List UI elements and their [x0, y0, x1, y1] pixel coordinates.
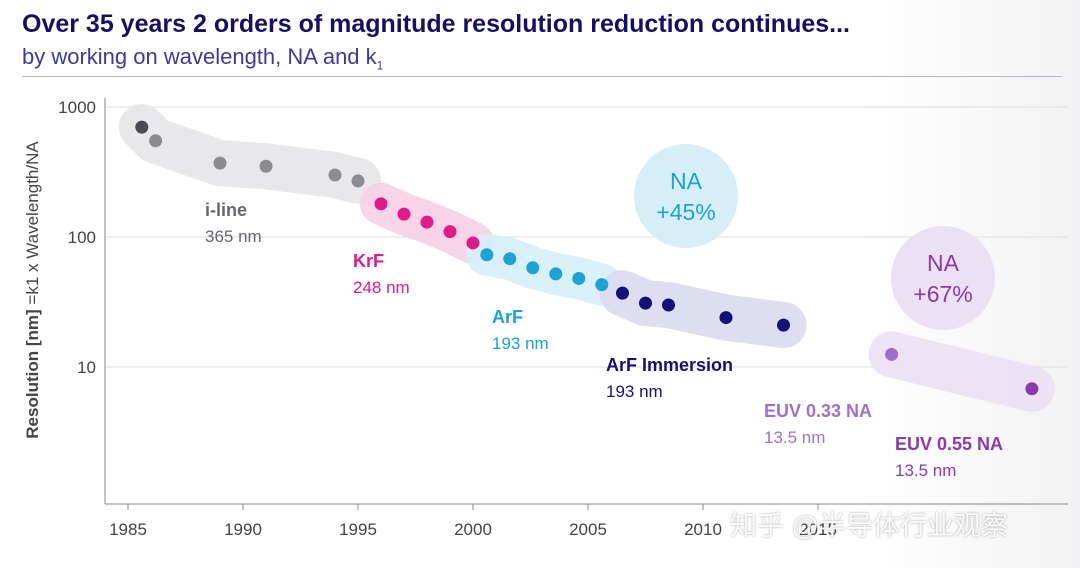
series-labels: i-line 365 nm KrF 248 nm ArF 193 nm ArF Immers… — [205, 200, 1003, 480]
point-i-line-1986.2 — [149, 134, 163, 148]
point-krf-1998 — [420, 215, 434, 229]
point-euv-0-55-na-2024.3 — [1025, 382, 1039, 396]
subtitle-text: by working on wavelength, NA and k — [22, 44, 377, 69]
na-bubbles: NA +45% NA +67% — [634, 144, 995, 330]
label-arf-immersion: ArF Immersion — [606, 355, 733, 375]
label-arf-wavelength: 193 nm — [492, 334, 549, 353]
label-arf: ArF — [492, 307, 523, 327]
na-bubble-45-line2: +45% — [656, 199, 715, 225]
y-axis-label: Resolution [nm] =k1 x Wavelength/NA — [23, 141, 42, 439]
label-krf: KrF — [353, 251, 384, 271]
point-i-line-1995 — [351, 174, 365, 188]
y-axis-label-rest: =k1 x Wavelength/NA — [23, 141, 42, 310]
point-arf-2002.6 — [526, 261, 540, 275]
band-i-line — [118, 104, 381, 204]
point-arf-immersion-2007.5 — [639, 296, 652, 310]
point-arf-2000.6 — [480, 248, 494, 262]
label-euv-0-55-na: EUV 0.55 NA — [895, 434, 1003, 454]
point-arf-2001.6 — [503, 252, 517, 266]
point-krf-1997 — [397, 207, 411, 221]
axes: 1000 100 10 1985 1990 1995 2000 2005 2010 2015 — [58, 98, 1068, 539]
page-title: Over 35 years 2 orders of magnitude reso… — [22, 10, 850, 38]
label-arf-immersion-wavelength: 193 nm — [606, 382, 663, 401]
title-divider — [22, 76, 1062, 77]
point-i-line-1994 — [328, 168, 342, 182]
watermark: 知乎 @半导体行业观察 — [730, 511, 1008, 541]
na-bubble-45 — [634, 144, 738, 248]
label-i-line-wavelength: 365 nm — [205, 227, 262, 246]
point-arf-immersion-2011 — [719, 311, 733, 325]
point-arf-immersion-2013.5 — [777, 318, 790, 332]
na-bubble-67-line1: NA — [927, 250, 960, 276]
point-arf-immersion-2006.5 — [616, 286, 629, 300]
page-subtitle: by working on wavelength, NA and k1 — [22, 44, 383, 72]
label-euv-0-55-na-wavelength: 13.5 nm — [895, 461, 956, 480]
label-euv-0-33-na-wavelength: 13.5 nm — [764, 428, 825, 447]
point-arf-immersion-2008.5 — [662, 298, 675, 312]
point-i-line-1985.6 — [135, 120, 149, 134]
point-krf-2000 — [466, 236, 480, 250]
point-krf-1996 — [374, 197, 388, 211]
y-tick-1000: 1000 — [58, 98, 96, 117]
point-krf-1999 — [443, 225, 457, 239]
x-tick-1985: 1985 — [109, 520, 147, 539]
label-krf-wavelength: 248 nm — [353, 278, 410, 297]
x-tick-1995: 1995 — [339, 520, 377, 539]
point-i-line-1991 — [259, 159, 273, 173]
x-tick-2005: 2005 — [569, 520, 607, 539]
band-euv-0-33-na — [868, 331, 1055, 412]
y-tick-100: 100 — [68, 228, 96, 247]
x-tick-2015: 2015 — [799, 520, 837, 539]
point-arf-2003.6 — [549, 267, 563, 281]
x-tick-2010: 2010 — [684, 520, 722, 539]
data-points — [135, 120, 1039, 396]
y-axis-label-bold: Resolution [nm] — [23, 309, 42, 438]
x-tick-2000: 2000 — [454, 520, 492, 539]
na-bubble-67-line2: +67% — [913, 281, 972, 307]
x-tick-1990: 1990 — [224, 520, 262, 539]
na-bubble-67 — [891, 226, 995, 330]
point-arf-2004.6 — [572, 271, 586, 285]
label-i-line: i-line — [205, 200, 247, 220]
point-arf-2005.6 — [595, 278, 609, 292]
subtitle-subscript: 1 — [376, 58, 384, 73]
na-bubble-45-line1: NA — [670, 168, 703, 194]
y-tick-10: 10 — [77, 358, 96, 377]
label-euv-0-33-na: EUV 0.33 NA — [764, 401, 872, 421]
point-i-line-1989 — [213, 156, 227, 170]
point-euv-0-33-na-2018.2 — [885, 347, 899, 361]
